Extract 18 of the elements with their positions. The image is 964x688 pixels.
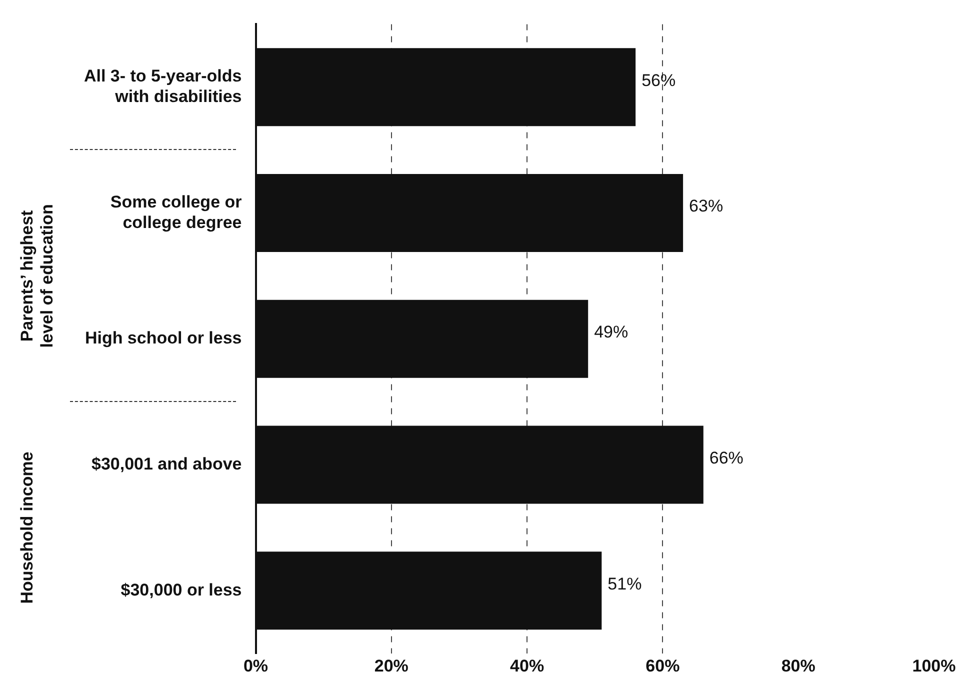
y-tick-label: $30,001 and above	[91, 454, 242, 474]
data-label: 56%	[642, 70, 676, 90]
x-tick-label: 100%	[912, 656, 956, 676]
y-tick-label: Some college or college degree	[110, 192, 242, 232]
y-tick-label: All 3- to 5-year-olds with disabilities	[84, 66, 242, 106]
x-tick-label: 20%	[374, 656, 408, 676]
data-label: 51%	[608, 574, 642, 594]
x-tick-label: 40%	[510, 656, 544, 676]
data-label: 66%	[709, 448, 744, 468]
data-label: 63%	[689, 196, 724, 216]
x-tick-label: 60%	[646, 656, 680, 676]
data-label: 49%	[594, 322, 628, 342]
y-tick-label: High school or less	[84, 328, 242, 348]
text: Household income	[18, 452, 37, 604]
x-tick-label: 0%	[243, 656, 268, 676]
text: Parents’ highest level of education	[18, 204, 57, 348]
x-tick-label: 80%	[781, 656, 816, 676]
y-tick-label: $30,000 or less	[120, 580, 242, 600]
